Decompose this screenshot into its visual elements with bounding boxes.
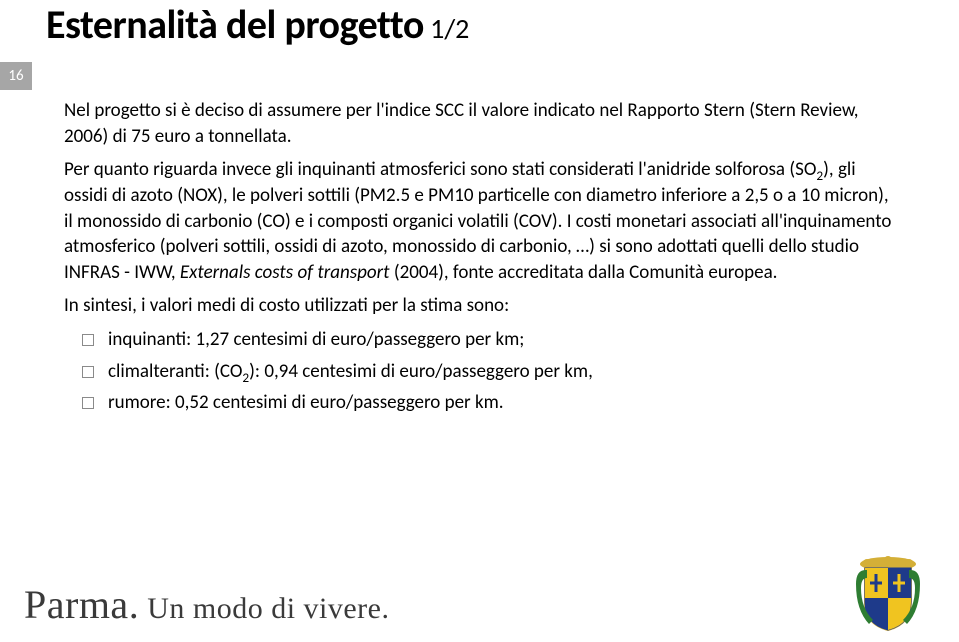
page-number-badge: 16 — [0, 62, 32, 90]
city-crest-icon — [853, 554, 923, 632]
paragraph-3: In sintesi, i valori medi di costo utili… — [64, 293, 894, 319]
body-content: Nel progetto si è deciso di assumere per… — [64, 98, 894, 422]
bullet2-a: climalteranti: (CO — [108, 360, 242, 383]
title-sub: 1/2 — [424, 11, 470, 46]
footer-parma: Parma. — [24, 582, 139, 627]
footer-modo: Un modo di vivere. — [139, 592, 389, 625]
bullet-item-2: climalteranti: (CO2): 0,94 centesimi di … — [90, 359, 894, 385]
title-main: Esternalità del progetto — [46, 0, 424, 49]
bullet2-b: ): 0,94 centesimi di euro/passeggero per… — [249, 360, 593, 383]
paragraph-2: Per quanto riguarda invece gli inquinant… — [64, 157, 894, 285]
para2-italic: Externals costs of transport — [180, 261, 390, 284]
para2-part-a: Per quanto riguarda invece gli inquinant… — [64, 158, 816, 181]
para2-part-c: (2004), fonte accreditata dalla Comunità… — [390, 261, 778, 284]
bullet-item-3: rumore: 0,52 centesimi di euro/passegger… — [90, 390, 894, 416]
slide-title: Esternalità del progetto 1/2 — [46, 0, 469, 49]
bullet-item-1: inquinanti: 1,27 centesimi di euro/passe… — [90, 327, 894, 353]
paragraph-1: Nel progetto si è deciso di assumere per… — [64, 98, 894, 149]
footer-tagline: Parma. Un modo di vivere. — [24, 581, 389, 628]
bullet-list: inquinanti: 1,27 centesimi di euro/passe… — [64, 327, 894, 416]
